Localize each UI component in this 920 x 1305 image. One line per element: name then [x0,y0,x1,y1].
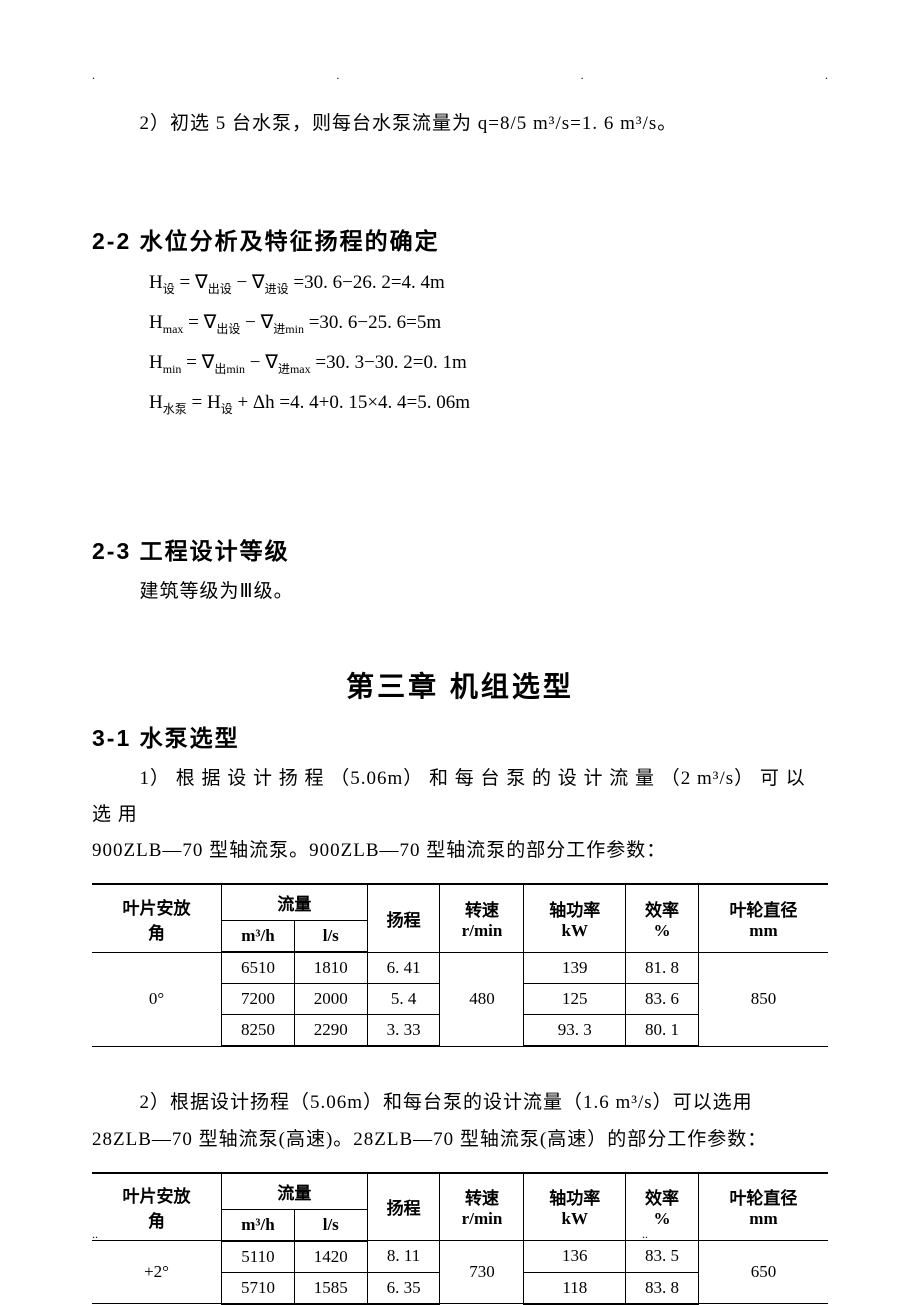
section-3-1-p1a: 1） 根 据 设 计 扬 程 （5.06m） 和 每 台 泵 的 设 计 流 量… [92,761,828,833]
equation-h-min: Hmin = ∇出min − ∇进max =30. 3−30. 2=0. 1m [149,344,828,382]
cell-angle: +2° [92,1241,222,1304]
equation-h-pump: H水泵 = H设 + Δh =4. 4+0. 15×4. 4=5. 06m [149,384,828,422]
cell-diam: 850 [698,952,828,1046]
section-2-2-heading: 2-2 水位分析及特征扬程的确定 [92,222,828,256]
th-eff: 效率 % [626,884,699,952]
th-flow: 流量 [222,1173,368,1210]
table-row: 0° 6510 1810 6. 41 480 139 81. 8 850 [92,952,828,984]
th-power: 轴功率 kW [524,884,626,952]
th-flow-m3h: m³/h [222,921,295,953]
th-flow: 流量 [222,884,368,921]
cell-eff: 81. 8 [626,952,699,984]
footer-dots: .. .. [92,1227,828,1242]
section-3-1-heading: 3-1 水泵选型 [92,719,828,753]
dot: .. [642,1227,648,1242]
cell-m3h: 6510 [222,952,295,984]
th-head: 扬程 [367,884,440,952]
dot: . [336,68,339,83]
section-2-3-body: 建筑等级为Ⅲ级。 [92,574,828,610]
section-2-3-heading: 2-3 工程设计等级 [92,532,828,566]
dot: .. [92,1227,98,1242]
cell-kw: 136 [524,1241,626,1273]
table-row: +2° 5110 1420 8. 11 730 136 83. 5 650 [92,1241,828,1273]
dot: . [825,68,828,83]
cell-m3h: 5110 [222,1241,295,1273]
cell-m3h: 5710 [222,1272,295,1304]
cell-eff: 80. 1 [626,1015,699,1047]
cell-diam: 650 [698,1241,828,1304]
th-diam: 叶轮直径 mm [698,884,828,952]
cell-head: 5. 4 [367,984,440,1015]
th-blade-angle: 叶片安放 角 [92,884,222,952]
equations-block: H设 = ∇出设 − ∇进设 =30. 6−26. 2=4. 4m Hmax =… [92,264,828,422]
cell-head: 3. 33 [367,1015,440,1047]
dot: . [581,68,584,83]
cell-head: 6. 35 [367,1272,440,1304]
cell-angle: 0° [92,952,222,1046]
header-dots: . . . . [92,68,828,83]
cell-head: 8. 11 [367,1241,440,1273]
equation-h-design: H设 = ∇出设 − ∇进设 =30. 6−26. 2=4. 4m [149,264,828,302]
cell-m3h: 7200 [222,984,295,1015]
table-900zlb-70: 叶片安放 角 流量 扬程 转速 r/min 轴功率 kW 效率 % 叶轮直径 m… [92,883,828,1047]
cell-ls: 1810 [294,952,367,984]
th-speed: 转速 r/min [440,884,524,952]
cell-kw: 93. 3 [524,1015,626,1047]
cell-ls: 1585 [294,1272,367,1304]
section-3-1-p1b: 900ZLB—70 型轴流泵。900ZLB—70 型轴流泵的部分工作参数： [92,833,828,869]
th-flow-ls: l/s [294,921,367,953]
cell-m3h: 8250 [222,1015,295,1047]
pump-selection-line: 2）初选 5 台水泵，则每台水泵流量为 q=8/5 m³/s=1. 6 m³/s… [92,106,828,142]
chapter-3-title: 第三章 机组选型 [92,665,828,705]
cell-eff: 83. 6 [626,984,699,1015]
cell-speed: 480 [440,952,524,1046]
cell-ls: 1420 [294,1241,367,1273]
cell-speed: 730 [440,1241,524,1304]
cell-kw: 139 [524,952,626,984]
cell-eff: 83. 5 [626,1241,699,1273]
cell-eff: 83. 8 [626,1272,699,1304]
cell-head: 6. 41 [367,952,440,984]
dot: . [92,68,95,83]
cell-ls: 2000 [294,984,367,1015]
cell-kw: 118 [524,1272,626,1304]
equation-h-max: Hmax = ∇出设 − ∇进min =30. 6−25. 6=5m [149,304,828,342]
cell-ls: 2290 [294,1015,367,1047]
cell-kw: 125 [524,984,626,1015]
section-3-1-p2b: 28ZLB—70 型轴流泵(高速)。28ZLB—70 型轴流泵(高速）的部分工作… [92,1122,828,1158]
section-3-1-p2a: 2）根据设计扬程（5.06m）和每台泵的设计流量（1.6 m³/s）可以选用 [92,1085,828,1121]
